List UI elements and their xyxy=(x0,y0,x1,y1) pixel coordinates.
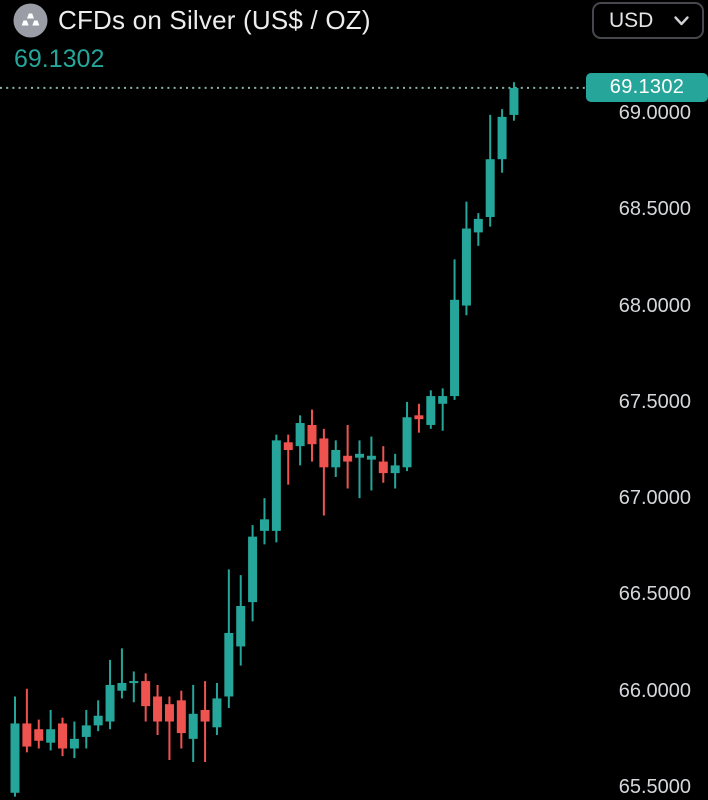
candle-body xyxy=(93,715,103,726)
candle-body xyxy=(22,723,32,747)
price-tick-label: 66.5000 xyxy=(618,583,691,606)
candle-body xyxy=(426,396,436,425)
current-price-badge: 69.1302 xyxy=(586,73,708,103)
silver-ingots-icon xyxy=(13,3,48,38)
candle-body xyxy=(164,704,174,722)
candle-body xyxy=(307,424,317,445)
candle-body xyxy=(105,684,115,722)
candle-body xyxy=(200,709,210,722)
candle-body xyxy=(46,729,56,743)
candle-body xyxy=(509,87,519,115)
candle-body xyxy=(129,681,139,684)
price-tick-label: 68.5000 xyxy=(618,198,691,221)
current-price-badge-value: 69.1302 xyxy=(609,76,685,99)
candle-body xyxy=(485,159,495,217)
candle-body xyxy=(176,700,186,734)
candle-body xyxy=(58,723,68,749)
header: CFDs on Silver (US$ / OZ) xyxy=(13,3,371,38)
candle-body xyxy=(248,536,258,603)
candle-body xyxy=(153,696,163,722)
candle-body xyxy=(236,605,246,647)
price-tick-label: 67.5000 xyxy=(618,390,691,413)
candle-body xyxy=(366,455,376,460)
candle-body xyxy=(414,415,424,420)
candle-body xyxy=(283,442,293,450)
candle-body xyxy=(390,465,400,474)
currency-selector[interactable]: USD xyxy=(592,2,704,39)
candle-body xyxy=(188,713,198,739)
chevron-down-icon xyxy=(674,15,689,25)
currency-selector-value: USD xyxy=(609,8,654,32)
candle-body xyxy=(450,299,460,397)
price-tick-label: 68.0000 xyxy=(618,294,691,317)
candle-body xyxy=(378,461,388,474)
last-price-text: 69.1302 xyxy=(14,45,105,73)
candle-body xyxy=(402,417,412,468)
candle-body xyxy=(295,423,305,447)
candle-body xyxy=(141,681,151,707)
candle-body xyxy=(355,453,365,458)
candle-body xyxy=(259,519,269,531)
page-title: CFDs on Silver (US$ / OZ) xyxy=(58,5,371,35)
candle-body xyxy=(473,218,483,233)
candle-body xyxy=(461,228,471,306)
candle-body xyxy=(69,738,79,749)
candle-body xyxy=(497,116,507,160)
candle-body xyxy=(212,698,222,728)
price-tick-label: 69.0000 xyxy=(618,102,691,124)
candle-body xyxy=(271,440,281,531)
candle-body xyxy=(331,449,341,468)
candle-body xyxy=(319,438,329,468)
candle-body xyxy=(224,632,234,697)
candle-body xyxy=(343,455,353,462)
price-tick-label: 67.0000 xyxy=(618,487,691,510)
price-axis[interactable]: 69.0000 68.5000 68.0000 67.5000 67.0000 66.50… xyxy=(586,0,708,800)
price-tick-label: 66.0000 xyxy=(618,679,691,702)
candle-body xyxy=(117,683,127,691)
candle-body xyxy=(34,729,44,741)
candle-body xyxy=(81,725,91,737)
candle-body xyxy=(10,723,20,793)
price-tick-label: 65.5000 xyxy=(618,775,691,798)
candle-body xyxy=(438,396,448,404)
